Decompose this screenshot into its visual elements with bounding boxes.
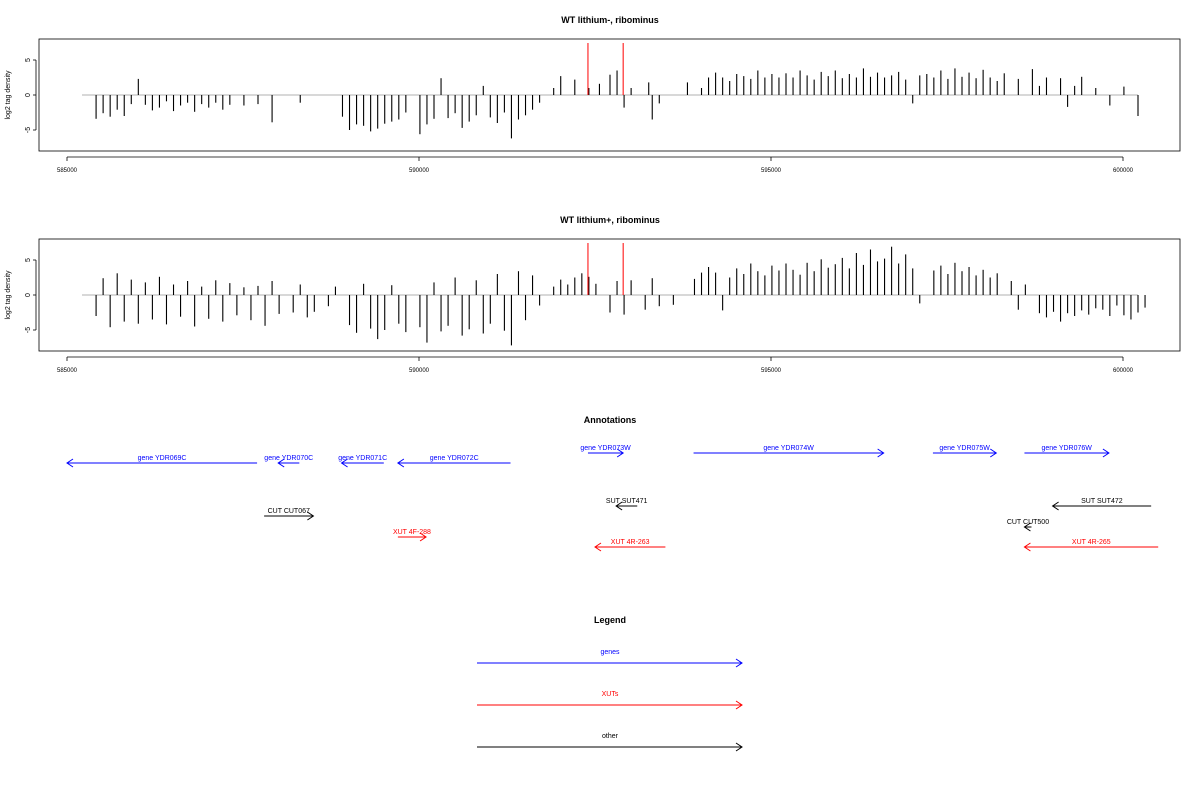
x-tick-label: 585000 xyxy=(57,168,78,174)
y-tick-label: 5 xyxy=(25,58,32,62)
feature-arrow-head xyxy=(1023,522,1031,532)
feature-label: CUT CUT500 xyxy=(1007,519,1049,526)
feature-label: gene YDR073W xyxy=(580,445,631,452)
feature-arrow-head xyxy=(1102,448,1110,458)
legend-arrow-head xyxy=(735,742,743,752)
x-axis: 585000 590000 595000 600000 xyxy=(57,156,1134,174)
feature-label: gene YDR069C xyxy=(138,455,187,462)
feature-arrow-head xyxy=(340,458,348,468)
legend-label: other xyxy=(602,733,619,740)
feature-arrow-head xyxy=(1023,542,1031,552)
x-axis: 585000 590000 595000 600000 xyxy=(57,356,1134,374)
annotation-feature: gene YDR075W xyxy=(932,445,998,458)
feature-arrow-head xyxy=(1051,501,1059,511)
y-axis: -5 0 5 xyxy=(25,258,37,333)
feature-arrow-head xyxy=(277,458,285,468)
x-tick-label: 600000 xyxy=(1113,168,1134,174)
y-tick-label: 0 xyxy=(25,93,32,97)
legend-label: XUTs xyxy=(602,691,619,698)
feature-arrow-head xyxy=(990,448,998,458)
annotation-feature: XUT 4R-265 xyxy=(1023,539,1159,552)
y-tick-label: -5 xyxy=(25,327,32,333)
y-axis-label: log2 tag density xyxy=(5,270,12,320)
legend-label: genes xyxy=(600,649,620,656)
feature-arrow-head xyxy=(594,542,602,552)
annotation-feature: gene YDR072C xyxy=(396,455,511,468)
annotation-feature: gene YDR076W xyxy=(1024,445,1110,458)
feature-label: gene YDR070C xyxy=(264,455,313,462)
annotation-feature: gene YDR074W xyxy=(693,445,885,458)
legend-entry: other xyxy=(477,733,743,752)
y-axis-label: log2 tag density xyxy=(5,70,12,120)
feature-label: gene YDR076W xyxy=(1041,445,1092,452)
feature-label: SUT SUT472 xyxy=(1081,498,1123,505)
plot-frame xyxy=(38,38,1181,152)
track-panel-lithium-minus: WT lithium-, ribominus log2 tag density … xyxy=(5,15,1181,174)
feature-label: SUT SUT471 xyxy=(606,498,648,505)
feature-arrow-head xyxy=(877,448,885,458)
x-tick-label: 595000 xyxy=(761,368,782,374)
legend-entry: genes xyxy=(477,649,743,668)
y-axis: -5 0 5 xyxy=(25,58,37,133)
x-tick-label: 590000 xyxy=(409,168,430,174)
x-tick-label: 590000 xyxy=(409,368,430,374)
x-tick-label: 595000 xyxy=(761,168,782,174)
feature-label: gene YDR071C xyxy=(338,455,387,462)
feature-arrow-head xyxy=(615,501,623,511)
feature-label: gene YDR074W xyxy=(763,445,814,452)
annotation-feature: gene YDR070C xyxy=(264,455,313,468)
feature-arrow-head xyxy=(419,532,427,542)
plot-frame xyxy=(38,238,1181,352)
x-tick-label: 585000 xyxy=(57,368,78,374)
annotations-panel: Annotations gene YDR069C gene YDR070C gene… xyxy=(66,415,1159,552)
x-tick-label: 600000 xyxy=(1113,368,1134,374)
legend-entry: XUTs xyxy=(477,691,743,710)
feature-arrow-head xyxy=(66,458,74,468)
feature-arrow-head xyxy=(396,458,405,468)
annotation-feature: gene YDR073W xyxy=(580,445,631,458)
feature-group: gene YDR069C gene YDR070C gene YDR071C gene… xyxy=(66,445,1159,552)
bar-group xyxy=(82,68,1139,139)
feature-arrow-head xyxy=(307,511,315,521)
annotation-feature: XUT 4R-263 xyxy=(594,539,666,552)
legend-arrow-head xyxy=(735,658,743,668)
legend-title: Legend xyxy=(594,615,626,625)
annotation-feature: CUT CUT500 xyxy=(1007,519,1049,532)
track-title: WT lithium+, ribominus xyxy=(560,215,660,225)
feature-label: XUT 4F-288 xyxy=(393,529,431,536)
legend-entries: genes XUTs other xyxy=(477,649,743,752)
annotation-feature: CUT CUT067 xyxy=(264,508,315,521)
annotation-feature: SUT SUT471 xyxy=(606,498,648,511)
feature-label: gene YDR075W xyxy=(939,445,990,452)
track-title: WT lithium-, ribominus xyxy=(561,15,659,25)
bar-group xyxy=(82,246,1146,346)
marker-group xyxy=(587,243,624,295)
marker-group xyxy=(587,43,624,95)
legend: Legend genes XUTs other xyxy=(477,615,743,752)
feature-arrow-head xyxy=(616,448,625,458)
annotation-feature: gene YDR071C xyxy=(338,455,387,468)
annotations-title: Annotations xyxy=(584,415,637,425)
y-tick-label: 5 xyxy=(25,258,32,262)
annotation-feature: XUT 4F-288 xyxy=(393,529,431,542)
feature-label: XUT 4R-265 xyxy=(1072,539,1111,546)
legend-arrow-head xyxy=(735,700,743,710)
annotation-feature: gene YDR069C xyxy=(66,455,258,468)
y-tick-label: 0 xyxy=(25,293,32,297)
track-panel-lithium-plus: WT lithium+, ribominus log2 tag density … xyxy=(5,215,1181,374)
annotation-feature: SUT SUT472 xyxy=(1051,498,1152,511)
feature-label: CUT CUT067 xyxy=(268,508,310,515)
y-tick-label: -5 xyxy=(25,127,32,133)
feature-label: XUT 4R-263 xyxy=(611,539,650,546)
feature-label: gene YDR072C xyxy=(430,455,479,462)
